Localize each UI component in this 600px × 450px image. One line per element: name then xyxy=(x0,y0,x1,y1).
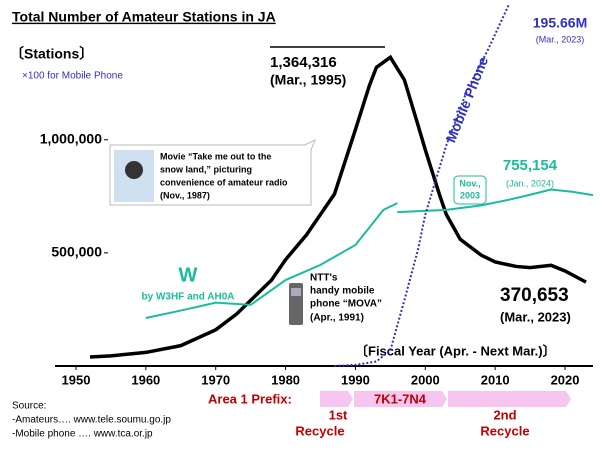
recycle-arrow xyxy=(320,391,353,407)
movie-callout xyxy=(109,138,316,206)
x-label: 〔Fiscal Year (Apr. - Next Mar.)〕 xyxy=(355,343,556,358)
recycle-arrow xyxy=(448,391,571,407)
end-value: 370,653 xyxy=(500,285,569,306)
break-label: 2003 xyxy=(460,190,480,200)
movie-text: (Nov., 1987) xyxy=(160,190,210,200)
x-tick-label: 2020 xyxy=(551,372,580,387)
prefix-range: 7K1-7N4 xyxy=(374,391,427,406)
x-tick-label: 2010 xyxy=(481,372,510,387)
w-sub: by W3HF and AH0A xyxy=(142,292,235,303)
movie-text: convenience of amateur radio xyxy=(160,177,288,187)
movie-image xyxy=(125,161,143,179)
prefix: Area 1 Prefix: xyxy=(208,391,292,406)
mobile-label: Mobile Phone xyxy=(442,54,491,145)
range-arrow xyxy=(354,391,447,407)
ntt-text: handy mobile xyxy=(310,286,375,297)
movie-text: Movie “Take me out to the xyxy=(160,151,271,161)
mobile-end-date: (Mar., 2023) xyxy=(536,34,585,44)
source: -Amateurs…. www.tele.soumu.go.jp xyxy=(12,415,171,426)
w-end-value: 755,154 xyxy=(503,157,558,174)
recycle-1: Recycle xyxy=(295,423,344,438)
end-date: (Mar., 2023) xyxy=(500,309,571,324)
y-note: ×100 for Mobile Phone xyxy=(22,71,123,82)
ntt-text: NTT's xyxy=(310,273,338,284)
recycle-1: 1st xyxy=(329,407,348,422)
y-label: 〔Stations〕 xyxy=(10,46,93,62)
x-tick-label: 2000 xyxy=(411,372,440,387)
mobile-end-value: 195.66M xyxy=(533,15,587,31)
series-line xyxy=(145,188,594,320)
w-title: W xyxy=(179,264,198,286)
phone-image xyxy=(291,288,301,296)
x-tick-label: 1970 xyxy=(201,372,230,387)
plot xyxy=(89,4,594,367)
x-tick-label: 1980 xyxy=(271,372,300,387)
ntt-text: (Apr., 1991) xyxy=(310,313,364,324)
x-tick-label: 1960 xyxy=(131,372,160,387)
source: Source: xyxy=(12,401,46,412)
ntt-text: phone “MOVA” xyxy=(310,299,382,310)
peak-value: 1,364,316 xyxy=(270,54,337,71)
y-tick-label: 1,000,000 xyxy=(40,130,102,146)
x-tick-label: 1990 xyxy=(341,372,370,387)
recycle-2: 2nd xyxy=(493,407,516,422)
series-line xyxy=(334,4,511,367)
peak-date: (Mar., 1995) xyxy=(270,72,346,88)
series-line xyxy=(89,54,587,359)
chart-title: Total Number of Amateur Stations in JA xyxy=(12,9,276,25)
movie-text: snow land,” picturing xyxy=(160,164,252,174)
break-box xyxy=(453,175,487,205)
x-tick-label: 1950 xyxy=(62,372,91,387)
w-end-date: (Jan., 2024) xyxy=(506,178,554,188)
y-tick-label: 500,000 xyxy=(51,244,102,260)
break-label: Nov., xyxy=(459,178,480,188)
source: -Mobile phone …. www.tca.or.jp xyxy=(12,429,153,440)
recycle-2: Recycle xyxy=(480,423,529,438)
